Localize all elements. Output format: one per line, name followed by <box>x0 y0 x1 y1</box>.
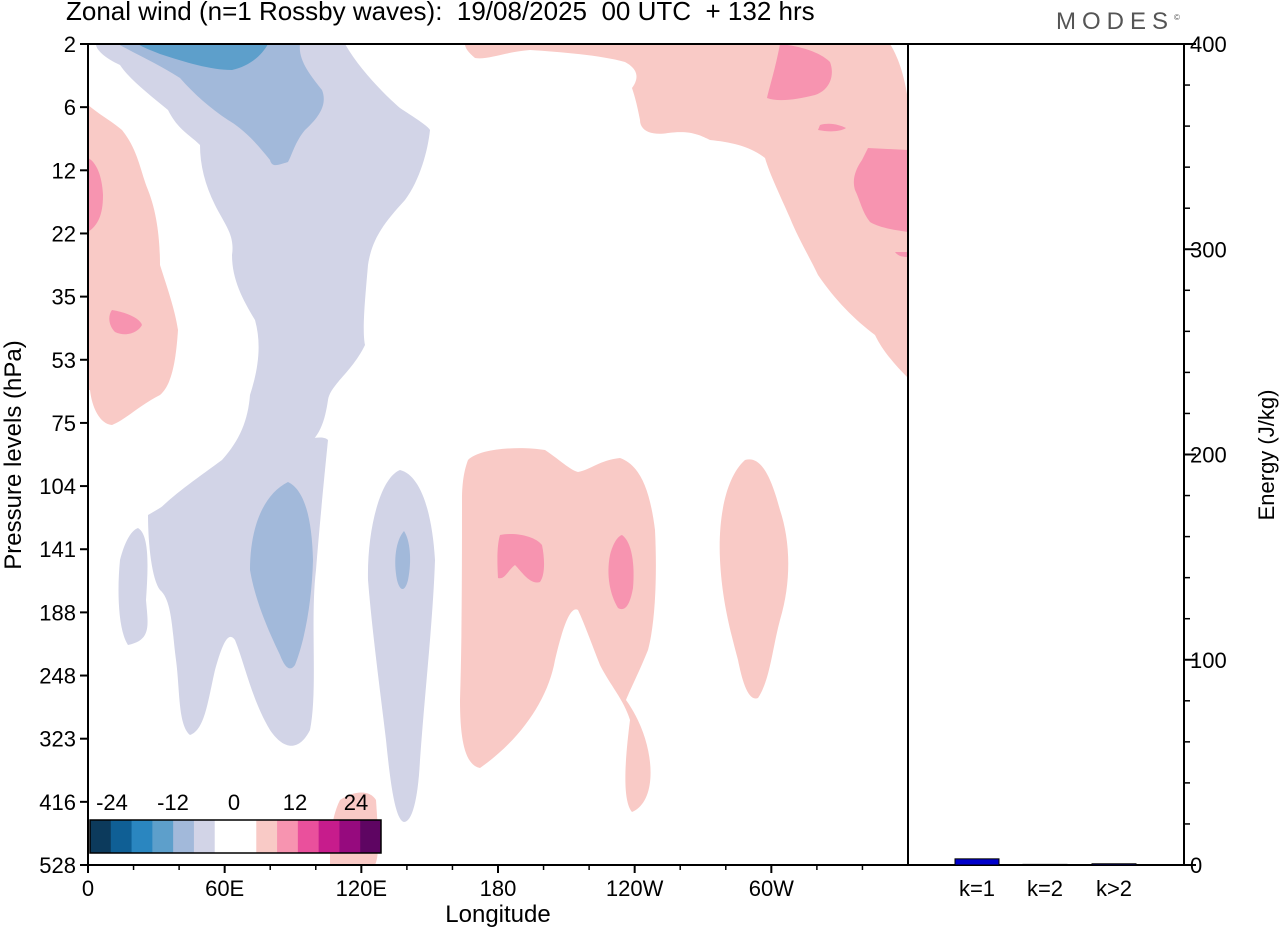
y-tick-label: 22 <box>52 221 76 246</box>
energy-axis: 0 100 200 300 400 <box>1184 32 1227 878</box>
colorbar-swatch <box>110 820 133 853</box>
contour-neg-weak-left-sliver <box>118 528 148 645</box>
x-axis: 0 60E 120E 180 120W 60W <box>82 865 864 901</box>
contour-pos-moderate-a <box>88 158 103 232</box>
colorbar-swatch <box>235 820 257 853</box>
x-tick-label: 60E <box>205 876 244 901</box>
contour-neg-moderate-mid <box>395 531 411 589</box>
colorbar-swatch <box>152 820 174 853</box>
colorbar-labels: -24 -12 0 12 24 <box>96 790 368 815</box>
energy-bar <box>1091 863 1137 866</box>
energy-tick-label: 200 <box>1190 443 1227 468</box>
colorbar-swatch <box>318 820 340 853</box>
colorbar-swatch <box>131 820 153 853</box>
contour-pos-weak-upper-right <box>465 44 908 378</box>
x-tick-label: 180 <box>480 876 517 901</box>
contour-neg-moderate-upper <box>118 44 324 166</box>
logo-text: MODES <box>1056 8 1175 35</box>
contour-pos-weak-mid-b <box>719 459 789 699</box>
colorbar-swatch <box>90 820 112 853</box>
x-tick-label: 60W <box>749 876 794 901</box>
y-tick-label: 248 <box>39 664 76 689</box>
contour-pos-moderate-d <box>853 148 908 232</box>
colorbar-label: -24 <box>96 790 128 815</box>
energy-bar <box>1022 863 1068 866</box>
colorbar-swatch <box>360 820 382 853</box>
contour-pos-moderate-f <box>497 534 545 583</box>
contour-field <box>88 44 908 865</box>
colorbar-swatch <box>256 820 278 853</box>
chart-title: Zonal wind (n=1 Rossby waves): 19/08/202… <box>66 0 815 26</box>
colorbar-swatch <box>339 820 361 853</box>
colorbar-swatch <box>173 820 195 853</box>
contour-neg-weak-mid <box>367 470 435 822</box>
colorbar-label: 12 <box>283 790 307 815</box>
y-tick-label: 35 <box>52 285 76 310</box>
energy-bars <box>954 858 1137 866</box>
contour-pos-weak-mid-a <box>460 448 656 812</box>
contour-pos-moderate-c <box>767 44 832 101</box>
y-tick-label: 323 <box>39 727 76 752</box>
x-tick-label: 120E <box>336 876 387 901</box>
contour-neg-moderate-lower <box>250 482 313 669</box>
y-tick-label: 12 <box>52 158 76 183</box>
modes-logo: MODES© <box>1056 8 1180 35</box>
energy-bar <box>954 858 1000 866</box>
colorbar-swatch <box>214 820 236 853</box>
energy-tick-label: 400 <box>1190 32 1227 57</box>
contour-pos-moderate-g <box>608 535 634 610</box>
energy-bar-label: k=1 <box>959 876 995 901</box>
energy-plot-frame <box>907 43 1185 866</box>
x-tick-label: 120W <box>606 876 664 901</box>
contour-neg-strong <box>138 44 268 70</box>
y-tick-label: 528 <box>39 853 76 878</box>
y-tick-label: 104 <box>39 474 76 499</box>
y-tick-label: 188 <box>39 600 76 625</box>
contour-pos-moderate-e <box>818 123 846 132</box>
energy-bar-labels: k=1 k=2 k>2 <box>959 876 1132 901</box>
y-tick-label: 2 <box>64 32 76 57</box>
colorbar <box>89 819 382 854</box>
energy-bar-label: k>2 <box>1096 876 1132 901</box>
colorbar-label: 24 <box>344 790 368 815</box>
energy-axis-label: Energy (J/kg) <box>1254 390 1279 521</box>
x-axis-label: Longitude <box>445 901 550 928</box>
colorbar-swatch <box>297 820 320 853</box>
colorbar-swatch <box>193 820 216 853</box>
y-tick-label: 6 <box>64 95 76 120</box>
energy-bar-label: k=2 <box>1027 876 1063 901</box>
energy-tick-label: 0 <box>1190 853 1202 878</box>
y-tick-label: 416 <box>39 790 76 815</box>
x-tick-label: 0 <box>82 876 94 901</box>
energy-tick-label: 300 <box>1190 237 1227 262</box>
contour-pos-moderate-b <box>109 310 142 335</box>
y-tick-label: 53 <box>52 348 76 373</box>
energy-tick-label: 100 <box>1190 648 1227 673</box>
y-axis-label: Pressure levels (hPa) <box>0 340 27 569</box>
y-tick-label: 75 <box>52 411 76 436</box>
y-axis: 2 6 12 22 35 53 75 104 141 188 248 323 416 528 <box>39 32 88 878</box>
colorbar-label: 0 <box>228 790 240 815</box>
colorbar-frame <box>89 819 382 854</box>
contour-pos-moderate-h <box>895 252 908 257</box>
contour-neg-weak-upper <box>96 44 430 530</box>
contour-pos-weak-upper-left <box>88 105 178 425</box>
colorbar-label: -12 <box>157 790 189 815</box>
y-tick-label: 141 <box>39 537 76 562</box>
colorbar-swatch <box>277 820 299 853</box>
